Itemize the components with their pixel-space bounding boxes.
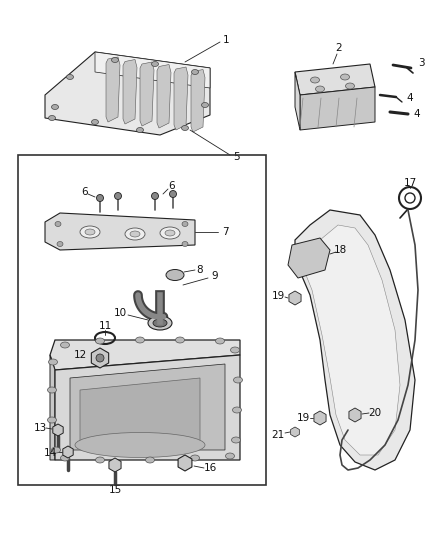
Text: 16: 16 [203, 463, 217, 473]
Ellipse shape [49, 359, 57, 365]
Ellipse shape [311, 77, 319, 83]
Text: 15: 15 [108, 485, 122, 495]
Text: 14: 14 [43, 448, 57, 458]
Text: 4: 4 [413, 109, 420, 119]
Text: 2: 2 [336, 43, 343, 53]
Ellipse shape [55, 222, 61, 227]
Polygon shape [70, 364, 225, 450]
Text: 6: 6 [169, 181, 175, 191]
Ellipse shape [95, 457, 105, 463]
Ellipse shape [148, 316, 172, 330]
Ellipse shape [230, 347, 240, 353]
Polygon shape [45, 213, 195, 250]
Ellipse shape [201, 102, 208, 108]
Text: 4: 4 [407, 93, 413, 103]
Polygon shape [140, 62, 154, 126]
Ellipse shape [47, 417, 57, 423]
Ellipse shape [96, 195, 103, 201]
Text: 12: 12 [74, 350, 87, 360]
Polygon shape [191, 69, 205, 132]
Ellipse shape [232, 437, 240, 443]
Polygon shape [80, 378, 200, 445]
Ellipse shape [52, 447, 60, 453]
Polygon shape [300, 87, 375, 130]
Polygon shape [295, 64, 375, 95]
Text: 19: 19 [297, 413, 310, 423]
Text: 11: 11 [99, 321, 112, 331]
Ellipse shape [85, 229, 95, 235]
Ellipse shape [112, 58, 119, 62]
Ellipse shape [300, 254, 310, 262]
Text: 5: 5 [234, 152, 240, 162]
Text: 17: 17 [403, 178, 417, 188]
Polygon shape [174, 67, 188, 130]
Ellipse shape [49, 116, 56, 120]
Text: 9: 9 [212, 271, 218, 281]
Polygon shape [55, 355, 240, 460]
Ellipse shape [191, 455, 199, 461]
Ellipse shape [152, 192, 159, 199]
Ellipse shape [166, 270, 184, 280]
Ellipse shape [95, 338, 105, 344]
Ellipse shape [215, 338, 225, 344]
Text: 19: 19 [272, 291, 285, 301]
Ellipse shape [135, 337, 145, 343]
Ellipse shape [181, 125, 188, 131]
Ellipse shape [160, 227, 180, 239]
Ellipse shape [125, 228, 145, 240]
Polygon shape [95, 52, 210, 88]
Polygon shape [50, 340, 240, 370]
Ellipse shape [60, 455, 70, 461]
Ellipse shape [152, 61, 159, 67]
Ellipse shape [226, 453, 234, 459]
Text: 18: 18 [333, 245, 346, 255]
Text: 7: 7 [222, 227, 228, 237]
Text: 13: 13 [33, 423, 46, 433]
Ellipse shape [52, 104, 59, 109]
Text: 20: 20 [368, 408, 381, 418]
Polygon shape [123, 60, 137, 124]
Ellipse shape [75, 432, 205, 457]
Ellipse shape [137, 127, 144, 133]
Ellipse shape [60, 342, 70, 348]
Ellipse shape [233, 407, 241, 413]
Ellipse shape [182, 241, 188, 246]
Text: 10: 10 [113, 308, 127, 318]
Polygon shape [288, 238, 330, 278]
Polygon shape [106, 57, 120, 122]
Ellipse shape [315, 86, 325, 92]
Text: 8: 8 [197, 265, 203, 275]
Ellipse shape [57, 241, 63, 246]
Ellipse shape [145, 457, 155, 463]
Ellipse shape [114, 192, 121, 199]
Text: 6: 6 [82, 187, 88, 197]
Ellipse shape [233, 377, 243, 383]
Text: 21: 21 [272, 430, 285, 440]
Polygon shape [50, 355, 55, 460]
Ellipse shape [153, 319, 167, 327]
Ellipse shape [176, 337, 184, 343]
Polygon shape [45, 52, 210, 135]
Ellipse shape [346, 83, 354, 89]
Ellipse shape [165, 230, 175, 236]
Ellipse shape [67, 75, 74, 79]
Bar [18, 155, 266, 485]
Text: 3: 3 [418, 58, 424, 68]
Ellipse shape [80, 226, 100, 238]
Ellipse shape [130, 231, 140, 237]
Polygon shape [157, 64, 171, 128]
Ellipse shape [340, 74, 350, 80]
Ellipse shape [170, 190, 177, 198]
Polygon shape [295, 72, 300, 130]
Polygon shape [295, 210, 415, 470]
Polygon shape [300, 225, 400, 455]
Ellipse shape [182, 222, 188, 227]
Ellipse shape [92, 119, 99, 125]
Ellipse shape [191, 69, 198, 75]
Ellipse shape [47, 387, 57, 393]
Ellipse shape [96, 354, 104, 362]
Text: 1: 1 [223, 35, 230, 45]
